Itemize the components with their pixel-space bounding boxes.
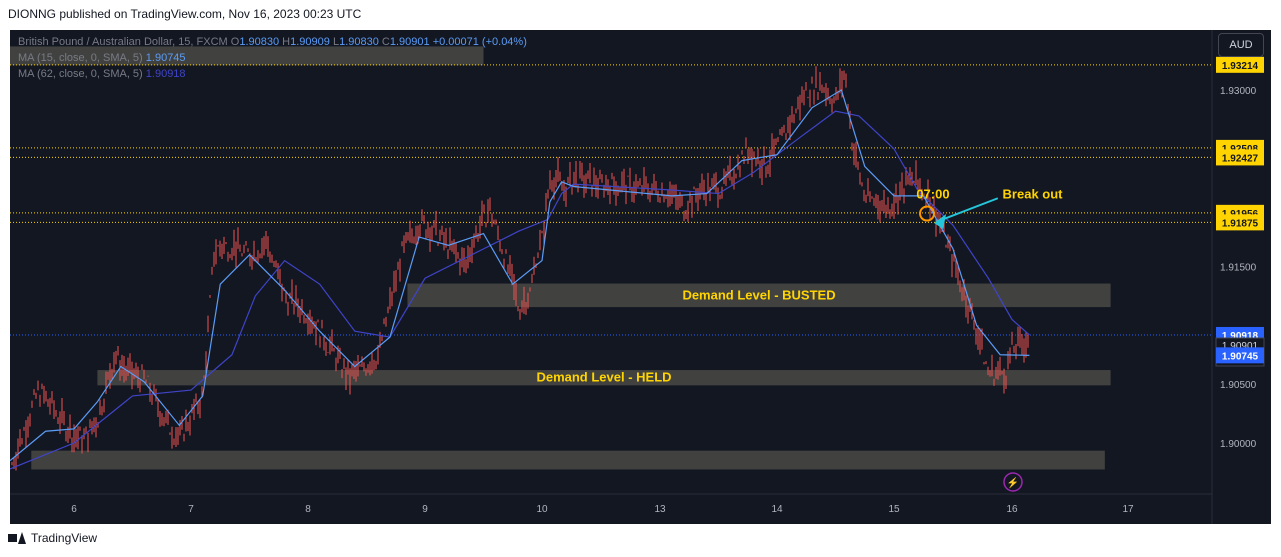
time-tick: 9 (422, 504, 428, 515)
zone-box (10, 46, 484, 66)
zone-label: Demand Level - BUSTED (682, 287, 835, 302)
ma-fast-line (10, 89, 1030, 462)
time-tick: 10 (536, 504, 548, 515)
ma-slow-row[interactable]: MA (62, close, 0, SMA, 5) 1.90918 (18, 66, 527, 82)
level-price-label-text: 1.93214 (1222, 61, 1259, 72)
price-tick: 1.93000 (1220, 86, 1257, 97)
time-tick: 16 (1006, 504, 1018, 515)
lightning-icon (1003, 472, 1023, 492)
tradingview-logo-icon (8, 532, 26, 544)
price-tick: 1.90000 (1220, 439, 1257, 450)
level-price-label (1216, 149, 1264, 166)
time-tick: 14 (771, 504, 783, 515)
ma-fast-value: 1.90745 (145, 52, 186, 64)
open-value: 1.90830 (239, 36, 280, 48)
time-tick: 13 (654, 504, 666, 515)
time-tick: 6 (71, 504, 77, 515)
level-price-label-text: 1.92427 (1222, 153, 1259, 164)
breakout-annotation: Break out (1003, 187, 1064, 202)
ma-fast-label: MA (15, close, 0, SMA, 5) (18, 52, 143, 64)
zone-box (97, 370, 1111, 386)
price-plot[interactable]: Demand Level - BUSTED Demand Level - HELD… (10, 30, 1271, 524)
ma-slow-label: MA (62, close, 0, SMA, 5) (18, 68, 143, 80)
ma-slow-value: 1.90918 (145, 68, 186, 80)
lightning-glyph: ⚡ (1007, 476, 1019, 489)
level-price-label-text: 1.91956 (1222, 209, 1259, 220)
breakout-arrow (936, 197, 999, 223)
price-tick: 1.90500 (1220, 380, 1257, 391)
ma-fast-price-label-text: 1.90745 (1222, 351, 1259, 362)
time-annotation: 07:00 (916, 187, 949, 202)
time-tick: 8 (305, 504, 311, 515)
breakout-arrow-head (934, 213, 947, 229)
breakout-circle (919, 205, 936, 222)
ohlc-row: British Pound / Australian Dollar, 15, F… (18, 36, 527, 48)
time-tick: 15 (888, 504, 900, 515)
currency-button[interactable]: AUD (1218, 33, 1264, 57)
close-value: 1.90901 (389, 36, 430, 48)
ma-fast-price-label (1216, 347, 1264, 364)
time-tick: 17 (1122, 504, 1134, 515)
footer-brand: TradingView (31, 531, 98, 545)
level-price-label (1216, 56, 1264, 73)
high-value: 1.90909 (290, 36, 330, 48)
symbol-name[interactable]: British Pound / Australian Dollar, 15, F… (18, 36, 228, 48)
ma-slow-line (10, 110, 1030, 470)
last-price-text: 1.90901 (1222, 341, 1259, 352)
zone-label: Demand Level - HELD (536, 370, 671, 385)
level-price-label (1216, 214, 1264, 231)
price-tick: 1.91500 (1220, 263, 1257, 274)
ma-fast-row[interactable]: MA (15, close, 0, SMA, 5) 1.90745 (18, 50, 527, 66)
ma-slow-price-label-text: 1.90918 (1222, 331, 1259, 342)
level-price-label-text: 1.91875 (1222, 218, 1259, 229)
time-tick: 7 (188, 504, 194, 515)
publisher-caption: DIONNG published on TradingView.com, Nov… (8, 7, 362, 21)
change-value: +0.00071 (+0.04%) (432, 36, 527, 48)
low-value: 1.90830 (339, 36, 379, 48)
chart-panel[interactable]: British Pound / Australian Dollar, 15, F… (10, 30, 1271, 524)
chart-legend: British Pound / Australian Dollar, 15, F… (18, 34, 527, 82)
footer: TradingView (8, 531, 97, 545)
zone-box (31, 450, 1105, 470)
level-price-label-text: 1.92508 (1222, 144, 1259, 155)
zone-box (407, 283, 1111, 308)
